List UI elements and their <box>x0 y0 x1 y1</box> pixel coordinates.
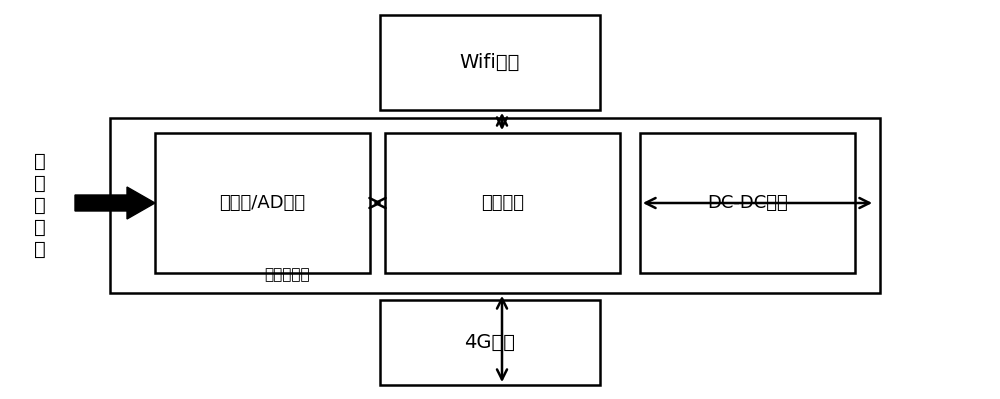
Bar <box>155 133 370 273</box>
Bar <box>385 133 620 273</box>
Bar <box>640 133 855 273</box>
Bar <box>110 118 880 293</box>
Text: 压
力
传
感
器: 压 力 传 感 器 <box>34 152 46 259</box>
Text: 4G模块: 4G模块 <box>464 333 516 352</box>
Text: 滤波器/AD转换: 滤波器/AD转换 <box>219 194 306 212</box>
Text: DC-DC电源: DC-DC电源 <box>707 194 788 212</box>
Polygon shape <box>75 187 155 219</box>
Text: Wifi模块: Wifi模块 <box>460 53 520 72</box>
Bar <box>380 15 600 110</box>
Text: 压力采集板: 压力采集板 <box>264 267 310 282</box>
Bar <box>380 300 600 385</box>
Text: 微处理器: 微处理器 <box>481 194 524 212</box>
